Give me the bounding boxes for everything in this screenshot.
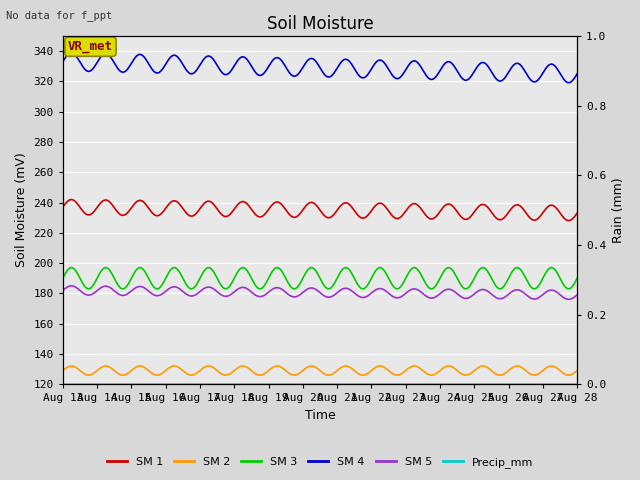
- Legend: SM 1, SM 2, SM 3, SM 4, SM 5, Precip_mm: SM 1, SM 2, SM 3, SM 4, SM 5, Precip_mm: [102, 452, 538, 472]
- X-axis label: Time: Time: [305, 409, 335, 422]
- Y-axis label: Rain (mm): Rain (mm): [612, 177, 625, 243]
- Title: Soil Moisture: Soil Moisture: [267, 15, 373, 33]
- Y-axis label: Soil Moisture (mV): Soil Moisture (mV): [15, 153, 28, 267]
- Text: VR_met: VR_met: [68, 40, 113, 53]
- Text: No data for f_ppt: No data for f_ppt: [6, 10, 113, 21]
